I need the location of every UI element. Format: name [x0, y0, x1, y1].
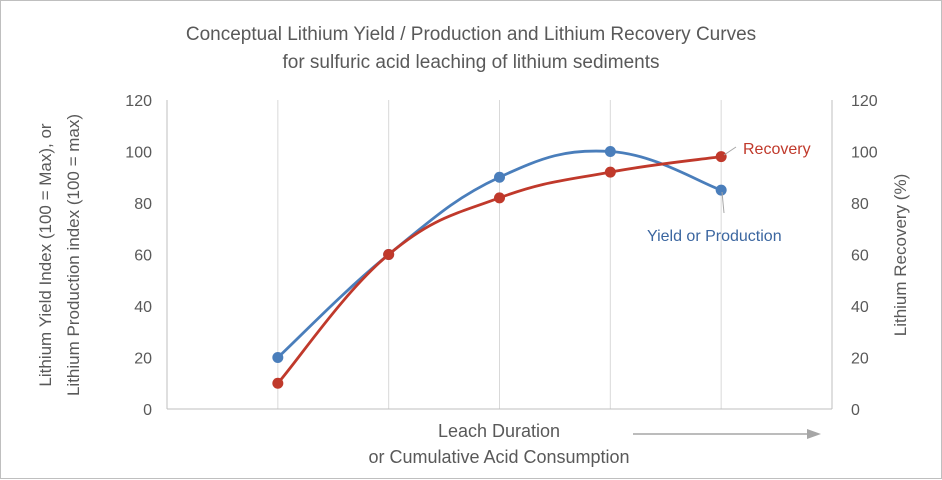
- recovery-leader-line: [723, 146, 737, 156]
- y-tick-label: 60: [134, 248, 152, 265]
- direction-arrow: [633, 429, 821, 439]
- yield-or-production-point-5: [715, 184, 727, 196]
- yield-annotation-label: Yield or Production: [647, 228, 782, 245]
- yield-or-production-point-1: [272, 352, 284, 363]
- recovery-point-2: [383, 249, 395, 260]
- recovery-point-3: [494, 192, 505, 204]
- tick-labels: 0 20 40 60 80 100 120 0 20 40 60 80 100 120: [125, 93, 878, 419]
- y-axis-label-line2: Lithium Production index (100 = max): [64, 114, 83, 396]
- series-recovery: [272, 151, 727, 389]
- yield-or-production-point-4: [604, 146, 616, 157]
- y2-tick-label: 60: [851, 248, 869, 265]
- series: [272, 146, 727, 389]
- recovery-point-4: [604, 166, 616, 178]
- recovery-line: [276, 155, 722, 385]
- yield-annotation: Yield or Production: [647, 191, 782, 245]
- y2-tick-label: 40: [851, 299, 869, 316]
- y2-axis-label: Lithium Recovery (%): [891, 174, 910, 337]
- x-axis-label-line1: Leach Duration: [438, 421, 560, 441]
- arrow-head: [807, 429, 821, 439]
- recovery-point-1: [272, 377, 284, 389]
- yield-or-production-point-3: [494, 171, 505, 183]
- vertical-gridlines: [277, 100, 722, 409]
- y2-tick-label: 20: [851, 351, 869, 368]
- y2-tick-label: 0: [851, 402, 860, 419]
- yield-leader-line: [721, 191, 725, 214]
- y2-tick-label: 80: [851, 196, 869, 213]
- recovery-point-5: [715, 151, 727, 163]
- recovery-annotation: Recovery: [723, 141, 811, 158]
- y-tick-label: 120: [125, 93, 152, 110]
- y2-tick-label: 120: [851, 93, 878, 110]
- x-axis-label-line2: or Cumulative Acid Consumption: [368, 447, 629, 467]
- chart-subtitle: for sulfuric acid leaching of lithium se…: [282, 52, 659, 73]
- y-axis-label-line1: Lithium Yield Index (100 = Max), or: [36, 123, 55, 386]
- y-tick-label: 100: [125, 145, 152, 162]
- chart-title: Conceptual Lithium Yield / Production an…: [186, 24, 756, 45]
- y2-tick-label: 100: [851, 145, 878, 162]
- y-tick-label: 20: [134, 351, 152, 368]
- yield-or-production-line: [276, 149, 722, 359]
- axes: [166, 100, 833, 410]
- y-tick-label: 40: [134, 299, 152, 316]
- recovery-annotation-label: Recovery: [743, 141, 811, 158]
- y-tick-label: 0: [143, 402, 152, 419]
- y-tick-label: 80: [134, 196, 152, 213]
